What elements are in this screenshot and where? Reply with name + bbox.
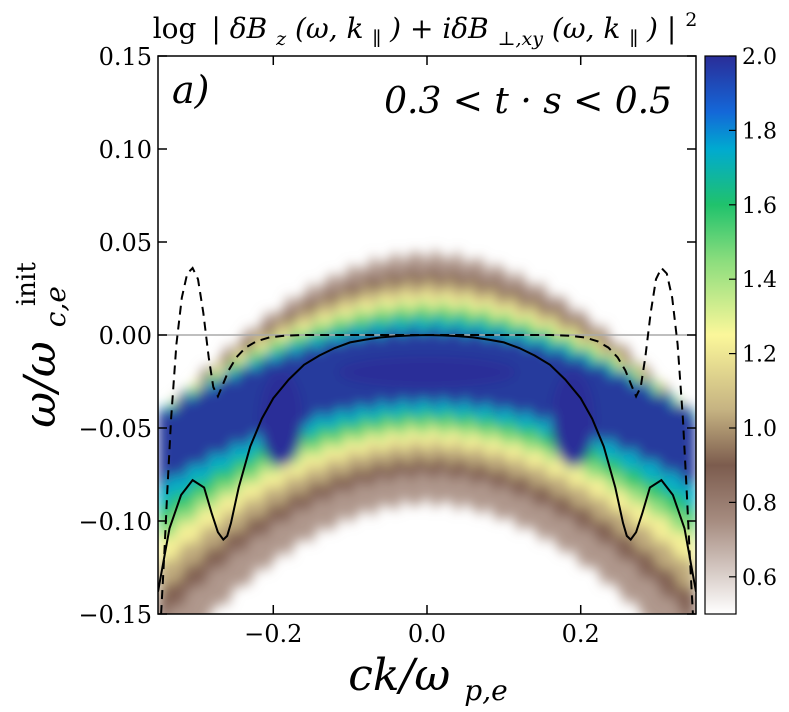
colorbar-tick-label: 1.0	[742, 417, 777, 442]
colorbar-tick-label: 1.2	[742, 343, 777, 368]
time-annotation: 0.3 < t · s < 0.5	[384, 81, 672, 122]
y-tick-label: 0.05	[99, 229, 152, 257]
series-dashed-line	[160, 266, 694, 614]
x-axis-label: ck/ω p,e	[348, 650, 507, 707]
heatmap-peak	[337, 356, 517, 389]
y-tick-label: 0.00	[99, 322, 152, 350]
y-tick-label: 0.15	[99, 43, 152, 71]
y-axis: 0.15 0.10 0.05 0.00 −0.05 −0.10 −0.15	[78, 43, 696, 629]
x-tick-label: 0.2	[562, 620, 600, 648]
y-tick-label: −0.15	[78, 601, 152, 629]
colorbar-tick-label: 1.6	[742, 194, 777, 219]
y-tick-label: 0.10	[99, 136, 152, 164]
chart-title: log | δB z (ω, k ∥ ) + iδB ⊥,xy (ω, k ∥ …	[153, 9, 698, 52]
x-tick-label: −0.2	[244, 620, 302, 648]
panel-label: a)	[172, 68, 209, 112]
heatmap-lobe	[551, 370, 596, 467]
x-axis: −0.2 0.0 0.2	[244, 56, 600, 648]
series-group	[158, 266, 696, 614]
colorbar-ticks: 2.0 1.8 1.6 1.4 1.2 1.0 0.8 0.6	[729, 45, 777, 591]
y-tick-label: −0.05	[78, 415, 152, 443]
colorbar	[704, 55, 737, 615]
colorbar-tick-label: 1.4	[742, 268, 777, 293]
heatmap-lobe	[258, 370, 303, 467]
colorbar-tick-label: 0.6	[742, 566, 777, 591]
y-axis-label: ω/ω c,e init	[12, 262, 76, 428]
y-tick-label: −0.10	[78, 508, 152, 536]
heatmap	[158, 248, 696, 614]
heatmap-band-1.9	[158, 323, 696, 492]
colorbar-tick-label: 1.8	[742, 119, 777, 144]
colorbar-tick-label: 2.0	[742, 45, 777, 70]
x-tick-label: 0.0	[408, 620, 446, 648]
colorbar-tick-label: 0.8	[742, 491, 777, 516]
